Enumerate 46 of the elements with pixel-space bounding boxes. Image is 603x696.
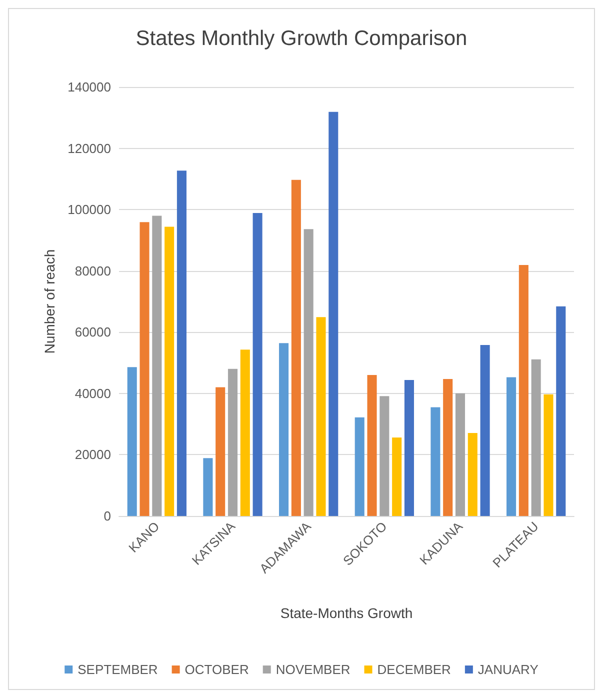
legend-label: OCTOBER bbox=[184, 662, 249, 677]
y-tick-label: 40000 bbox=[74, 386, 111, 401]
bar bbox=[506, 377, 516, 516]
bar bbox=[291, 180, 301, 516]
bar bbox=[216, 387, 226, 516]
bar bbox=[152, 216, 162, 516]
bar bbox=[304, 229, 314, 516]
bar bbox=[279, 343, 289, 516]
bar bbox=[392, 438, 402, 516]
y-tick-label: 140000 bbox=[68, 80, 111, 94]
legend-label: JANUARY bbox=[478, 662, 539, 677]
bar bbox=[430, 407, 440, 516]
bar bbox=[328, 112, 338, 516]
bar bbox=[354, 417, 364, 516]
bar bbox=[240, 350, 250, 516]
legend-label: DECEMBER bbox=[377, 662, 451, 677]
bar bbox=[518, 265, 528, 516]
y-tick-label: 20000 bbox=[74, 447, 111, 462]
bar bbox=[443, 379, 453, 516]
x-axis-title: State-Months Growth bbox=[280, 605, 413, 621]
bar bbox=[316, 317, 326, 516]
bar bbox=[203, 458, 213, 516]
bar bbox=[367, 375, 377, 516]
bar bbox=[252, 212, 262, 516]
y-tick-label: 0 bbox=[104, 508, 111, 524]
legend-label: NOVEMBER bbox=[276, 662, 350, 677]
y-tick-label: 60000 bbox=[74, 324, 111, 340]
bar bbox=[140, 222, 150, 516]
bar bbox=[556, 306, 566, 516]
bar bbox=[531, 359, 541, 516]
bar bbox=[404, 380, 414, 516]
bar bbox=[228, 368, 238, 516]
bar bbox=[468, 432, 478, 516]
chart-title: States Monthly Growth Comparison bbox=[136, 27, 468, 50]
bar bbox=[480, 345, 490, 516]
legend-label: SEPTEMBER bbox=[78, 662, 158, 677]
y-tick-label: 120000 bbox=[68, 140, 111, 156]
bar bbox=[164, 226, 174, 516]
y-tick-label: 100000 bbox=[68, 202, 111, 218]
y-axis-title: Number of reach bbox=[42, 249, 58, 354]
y-tick-label: 80000 bbox=[74, 263, 111, 278]
bar bbox=[455, 393, 466, 516]
bar bbox=[176, 170, 186, 516]
bar bbox=[544, 394, 554, 516]
bar bbox=[380, 396, 390, 516]
bar bbox=[127, 367, 137, 516]
